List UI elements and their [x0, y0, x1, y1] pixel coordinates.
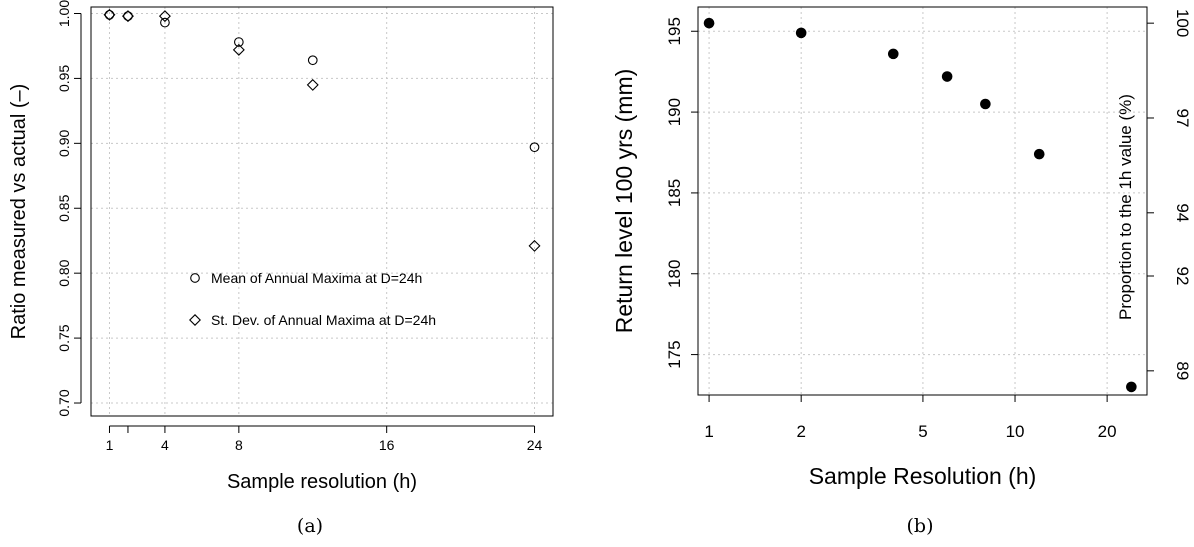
x-tick-label: 10	[1006, 422, 1025, 441]
caption-b: (b)	[907, 515, 934, 537]
x-tick-label: 16	[379, 437, 395, 453]
x-tick-label: 24	[527, 437, 543, 453]
y2-tick-label: 92	[1173, 267, 1192, 286]
data-point-diamond	[121, 10, 134, 23]
data-point-diamond	[158, 10, 171, 23]
y-tick-label: 180	[665, 260, 684, 288]
data-point-circle	[307, 55, 318, 66]
y-tick-label: 0.80	[56, 259, 72, 286]
y-tick-label: 0.75	[56, 324, 72, 351]
data-point	[887, 48, 899, 60]
y-tick-label: 0.70	[56, 389, 72, 416]
x-tick-label: 5	[918, 422, 927, 441]
y2-tick-label: 97	[1173, 109, 1192, 128]
x-tick-label: 4	[161, 437, 169, 453]
y-tick-label: 185	[665, 179, 684, 207]
data-point-circle	[104, 9, 115, 20]
y2-tick-label: 94	[1173, 203, 1192, 222]
data-point-diamond	[528, 239, 541, 252]
y-axis-label: Ratio measured vs actual (–)	[8, 84, 30, 340]
x-tick-label: 1	[704, 422, 713, 441]
x-tick-label: 8	[235, 437, 243, 453]
x-axis-label: Sample resolution (h)	[227, 471, 417, 493]
panel-b: (b) 1 2 5 10 20 175 180 185 190 195 89 92 94 97 100 Sam…	[611, 6, 1192, 537]
data-point	[980, 98, 991, 110]
data-point-circle	[190, 273, 200, 283]
y-tick-label: 195	[665, 17, 684, 45]
y-tick-label: 190	[665, 98, 684, 126]
data-point-circle	[160, 17, 170, 28]
caption-a: (a)	[297, 515, 323, 537]
data-point	[703, 17, 715, 29]
data-point	[795, 27, 807, 39]
y-tick-label: 0.90	[56, 129, 72, 156]
y2-tick-label: 89	[1173, 361, 1192, 380]
data-point-circle	[123, 11, 133, 21]
x-tick-label: 2	[796, 422, 805, 441]
data-point	[1033, 148, 1045, 160]
plot-frame	[697, 6, 1148, 396]
y-tick-label: 0.95	[56, 65, 72, 92]
panel-a: (a) 1 4 8 16 24 0.70 0.75 0.80 0.85 0.90 0.95 1.00 S…	[8, 0, 554, 537]
y-axis-label: Return level 100 yrs (mm)	[611, 69, 637, 334]
y2-axis-label: Proportion to the 1h value (%)	[1116, 94, 1135, 320]
data-point-diamond	[189, 314, 201, 326]
y2-tick-label: 100	[1173, 9, 1192, 37]
y-tick-label: 175	[665, 340, 684, 368]
plot-frame	[90, 6, 554, 417]
data-point-diamond	[306, 78, 319, 91]
x-axis-label: Sample Resolution (h)	[809, 463, 1037, 489]
legend-label: Mean of Annual Maxima at D=24h	[211, 270, 422, 286]
legend-label: St. Dev. of Annual Maxima at D=24h	[211, 312, 436, 328]
data-point-circle	[529, 142, 540, 153]
x-tick-label: 20	[1098, 422, 1117, 441]
y-tick-label: 0.85	[56, 194, 72, 221]
data-point	[941, 71, 953, 82]
data-point-circle	[233, 37, 244, 47]
y-tick-label: 1.00	[56, 0, 72, 27]
x-tick-label: 1	[106, 437, 114, 453]
data-point-diamond	[232, 43, 245, 56]
data-point	[1126, 381, 1137, 393]
data-point-diamond	[103, 8, 116, 21]
